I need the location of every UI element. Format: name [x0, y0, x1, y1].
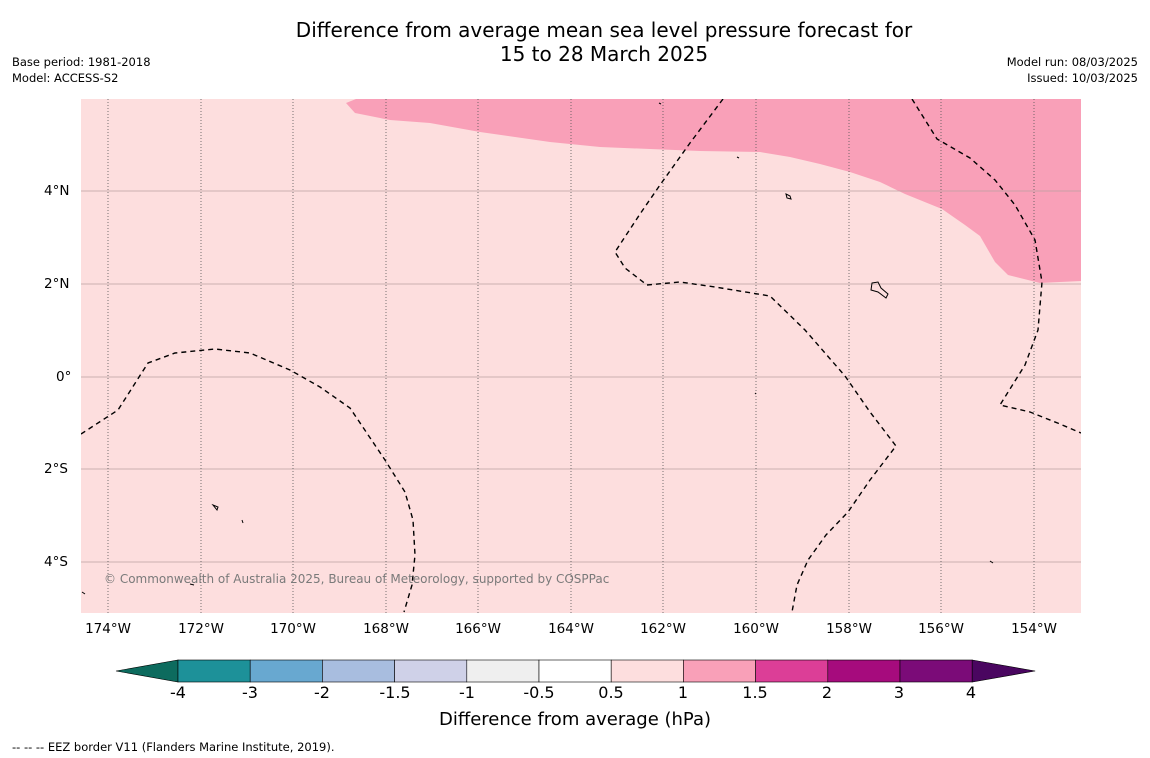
colorbar-label: -2	[314, 683, 330, 702]
lat-label-0: 0°	[56, 369, 72, 385]
island-7	[658, 102, 662, 105]
colorbar-label: 4	[965, 683, 977, 702]
map-title: Difference from average mean sea level p…	[0, 18, 1150, 66]
colorbar-segment	[538, 659, 612, 683]
colorbar-extend-high	[971, 659, 1036, 683]
island-1	[785, 193, 792, 200]
lon-label-170w: 170°W	[270, 621, 316, 637]
colorbar-label: 3	[893, 683, 905, 702]
eez-borders	[81, 99, 1081, 613]
lat-label-4n: 4°N	[44, 183, 70, 199]
meta-right: Model run: 08/03/2025 Issued: 10/03/2025	[1007, 54, 1138, 86]
colorbar-label: 0.5	[598, 683, 624, 702]
colorbar-title: Difference from average (hPa)	[438, 709, 712, 730]
lon-label-154w: 154°W	[1011, 621, 1057, 637]
eez-border-central	[614, 99, 897, 613]
map-title-line2: 15 to 28 March 2025	[499, 42, 709, 66]
island-6	[989, 560, 994, 564]
lat-label-2n: 2°N	[44, 276, 70, 292]
lon-label-164w: 164°W	[548, 621, 594, 637]
colorbar-label: -1	[459, 683, 475, 702]
island-10	[754, 392, 757, 395]
lon-label-174w: 174°W	[85, 621, 131, 637]
colorbar-label: 2	[821, 683, 833, 702]
island-8	[736, 156, 740, 159]
colorbar	[115, 659, 1036, 683]
eez-border-east	[911, 99, 1081, 434]
colorbar-segment	[177, 659, 251, 683]
lon-label-156w: 156°W	[918, 621, 964, 637]
colorbar-label: 1.5	[742, 683, 768, 702]
colorbar-segment	[249, 659, 323, 683]
island-4	[241, 519, 244, 524]
colorbar-segment	[394, 659, 468, 683]
lon-label-166w: 166°W	[455, 621, 501, 637]
lon-label-162w: 162°W	[640, 621, 686, 637]
colorbar-segment	[466, 659, 540, 683]
colorbar-label: -1.5	[379, 683, 411, 702]
lat-label-2s: 2°S	[44, 461, 68, 477]
colorbar-segment	[322, 659, 395, 683]
colorbar-segment	[683, 659, 756, 683]
island-3	[211, 503, 219, 512]
colorbar-label: 1	[677, 683, 689, 702]
lon-label-172w: 172°W	[178, 621, 224, 637]
issued-text: Issued: 10/03/2025	[1027, 71, 1138, 85]
colorbar-segment	[755, 659, 829, 683]
colorbar-segment	[610, 659, 684, 683]
model-text: Model: ACCESS-S2	[12, 71, 119, 85]
eez-border-west	[81, 348, 416, 613]
islands	[81, 102, 994, 595]
model-run-text: Model run: 08/03/2025	[1006, 55, 1138, 69]
colorbar-label: -4	[170, 683, 186, 702]
colorbar-segment	[827, 659, 901, 683]
lon-label-160w: 160°W	[733, 621, 779, 637]
map-title-line1: Difference from average mean sea level p…	[295, 18, 913, 42]
lat-label-4s: 4°S	[44, 554, 68, 570]
island-9	[81, 591, 86, 595]
colorbar-segment	[899, 659, 973, 683]
colorbar-label: -0.5	[523, 683, 555, 702]
island-5	[189, 583, 195, 586]
copyright-text: © Commonwealth of Australia 2025, Bureau…	[104, 572, 610, 586]
anomaly-region	[346, 99, 1081, 283]
colorbar-extend-low	[115, 659, 179, 683]
lon-label-158w: 158°W	[826, 621, 872, 637]
eez-legend-footer: -- -- -- EEZ border V11 (Flanders Marine…	[12, 740, 335, 754]
latitude-gridlines	[81, 190, 1081, 563]
meta-left: Base period: 1981-2018 Model: ACCESS-S2	[12, 54, 151, 86]
colorbar-label: -3	[242, 683, 258, 702]
base-period-text: Base period: 1981-2018	[12, 55, 151, 69]
island-2	[870, 281, 889, 299]
lon-label-168w: 168°W	[363, 621, 409, 637]
